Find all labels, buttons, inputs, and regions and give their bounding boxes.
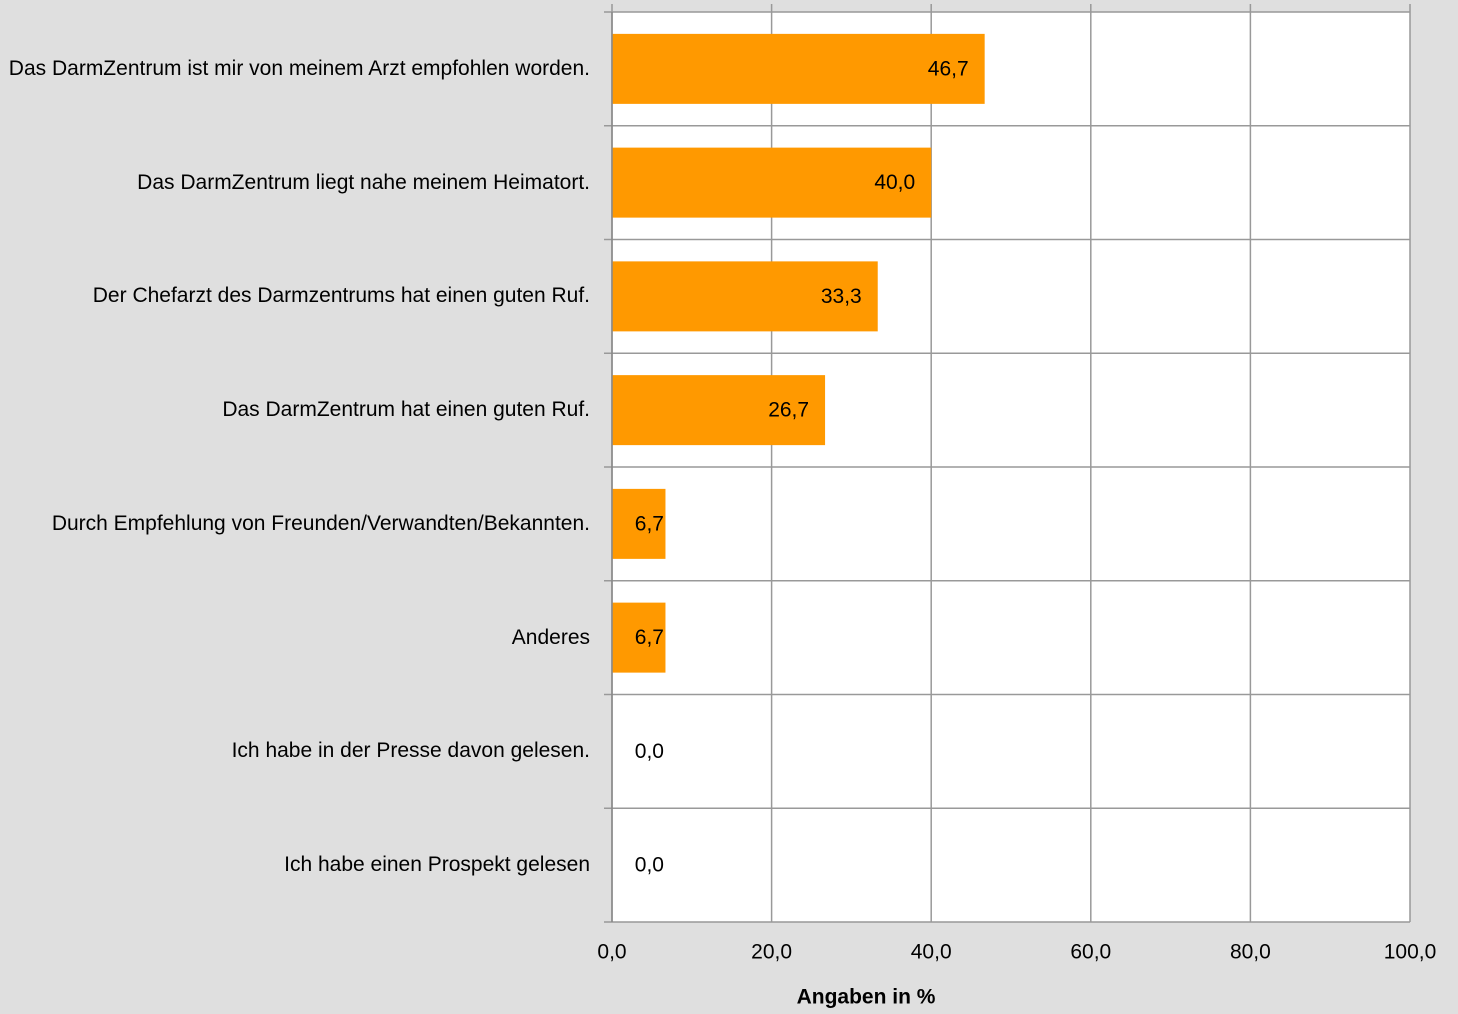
value-label: 26,7 xyxy=(768,399,809,422)
y-tick-label: Ich habe in der Presse davon gelesen. xyxy=(231,739,590,763)
y-tick-label-box: Das DarmZentrum ist mir von meinem Arzt … xyxy=(0,19,590,119)
value-label: 6,7 xyxy=(635,626,664,649)
y-tick-label-box: Ich habe in der Presse davon gelesen. xyxy=(0,701,590,801)
value-label: 6,7 xyxy=(635,512,664,535)
x-tick-label: 100,0 xyxy=(1384,941,1437,964)
y-tick-label-box: Anderes xyxy=(0,588,590,688)
value-label: 0,0 xyxy=(635,854,664,877)
bar xyxy=(612,261,878,332)
bar xyxy=(612,488,666,559)
x-tick-label: 0,0 xyxy=(597,941,626,964)
value-label: 40,0 xyxy=(874,171,915,194)
x-tick-label: 60,0 xyxy=(1070,941,1111,964)
y-tick-label-box: Das DarmZentrum hat einen guten Ruf. xyxy=(0,360,590,460)
y-tick-label: Ich habe einen Prospekt gelesen xyxy=(284,853,590,877)
y-tick-label: Das DarmZentrum ist mir von meinem Arzt … xyxy=(8,56,590,80)
y-tick-label-box: Ich habe einen Prospekt gelesen xyxy=(0,815,590,915)
y-tick-label: Der Chefarzt des Darmzentrums hat einen … xyxy=(92,284,590,308)
value-label: 46,7 xyxy=(928,57,969,80)
x-axis-title: Angaben in % xyxy=(797,986,936,1009)
y-tick-label: Anderes xyxy=(511,625,590,649)
y-tick-label: Das DarmZentrum hat einen guten Ruf. xyxy=(222,398,590,422)
bar xyxy=(612,375,826,446)
x-tick-label: 20,0 xyxy=(751,941,792,964)
y-tick-label-box: Durch Empfehlung von Freunden/Verwandten… xyxy=(0,474,590,574)
x-tick-label: 80,0 xyxy=(1230,941,1271,964)
value-label: 0,0 xyxy=(635,740,664,763)
y-tick-label-box: Der Chefarzt des Darmzentrums hat einen … xyxy=(0,246,590,346)
value-label: 33,3 xyxy=(821,285,862,308)
bar xyxy=(612,147,932,218)
y-tick-label: Das DarmZentrum liegt nahe meinem Heimat… xyxy=(137,170,590,194)
bar xyxy=(612,33,985,104)
x-tick-label: 40,0 xyxy=(911,941,952,964)
y-tick-label-box: Das DarmZentrum liegt nahe meinem Heimat… xyxy=(0,133,590,233)
bar xyxy=(612,602,666,673)
y-tick-label: Durch Empfehlung von Freunden/Verwandten… xyxy=(51,511,590,535)
